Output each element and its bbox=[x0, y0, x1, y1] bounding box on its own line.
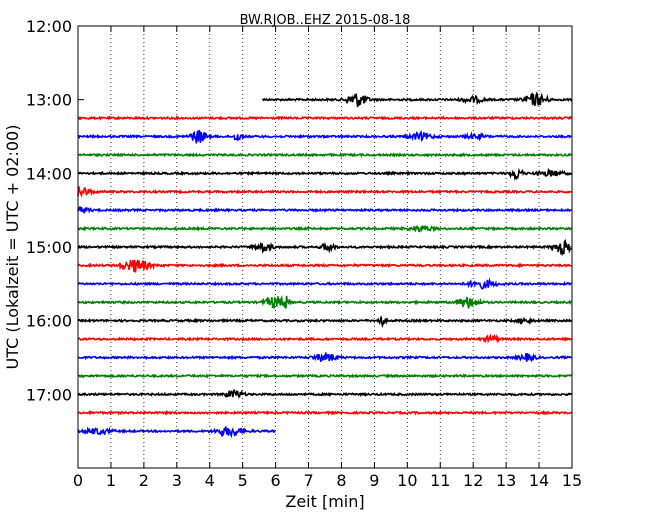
trace-line bbox=[261, 91, 573, 108]
trace-line bbox=[77, 389, 573, 399]
x-tick-label: 9 bbox=[369, 471, 379, 490]
x-tick-label: 1 bbox=[106, 471, 116, 490]
x-tick-label: 2 bbox=[139, 471, 149, 490]
chart-title: BW.RJOB..EHZ 2015-08-18 bbox=[240, 13, 411, 28]
x-tick-label: 3 bbox=[172, 471, 182, 490]
trace-line bbox=[77, 316, 573, 328]
trace-line bbox=[77, 115, 573, 121]
y-tick-label: 14:00 bbox=[26, 164, 72, 183]
x-tick-label: 4 bbox=[205, 471, 215, 490]
x-tick-label: 11 bbox=[430, 471, 450, 490]
trace-line bbox=[77, 409, 573, 416]
x-tick-label: 6 bbox=[271, 471, 281, 490]
y-tick-label: 12:00 bbox=[26, 17, 72, 36]
x-tick-label: 14 bbox=[529, 471, 549, 490]
y-tick-label: 15:00 bbox=[26, 238, 72, 257]
x-tick-label: 8 bbox=[336, 471, 346, 490]
x-axis-ticks: 0 1 2 3 4 5 6 7 8 9 10 11 12 13 14 15 bbox=[73, 26, 582, 490]
trace-line bbox=[77, 333, 572, 344]
trace-line bbox=[77, 206, 572, 214]
trace-line bbox=[77, 152, 572, 158]
x-tick-label: 7 bbox=[303, 471, 313, 490]
y-tick-label: 16:00 bbox=[26, 312, 72, 331]
trace-line bbox=[77, 258, 572, 273]
trace-line bbox=[77, 186, 572, 198]
x-tick-label: 10 bbox=[397, 471, 417, 490]
trace-line bbox=[77, 426, 276, 439]
y-axis-label: UTC (Lokalzeit = UTC + 02:00) bbox=[3, 125, 22, 370]
trace-line bbox=[77, 352, 572, 363]
trace-line bbox=[77, 129, 572, 144]
trace-line bbox=[77, 167, 573, 181]
trace-line bbox=[77, 277, 572, 290]
x-tick-label: 15 bbox=[562, 471, 582, 490]
x-tick-label: 12 bbox=[463, 471, 483, 490]
x-tick-label: 0 bbox=[73, 471, 83, 490]
y-tick-label: 17:00 bbox=[26, 385, 72, 404]
y-tick-label: 13:00 bbox=[26, 91, 72, 110]
trace-line bbox=[77, 294, 572, 309]
x-axis-label: Zeit [min] bbox=[285, 492, 364, 511]
trace-line bbox=[77, 224, 572, 233]
y-axis-ticks: 12:00 13:00 14:00 15:00 16:00 17:00 bbox=[26, 17, 572, 404]
x-tick-label: 5 bbox=[238, 471, 248, 490]
seismic-traces bbox=[77, 91, 573, 439]
trace-line bbox=[77, 238, 572, 257]
x-tick-label: 13 bbox=[496, 471, 516, 490]
trace-line bbox=[77, 373, 573, 379]
